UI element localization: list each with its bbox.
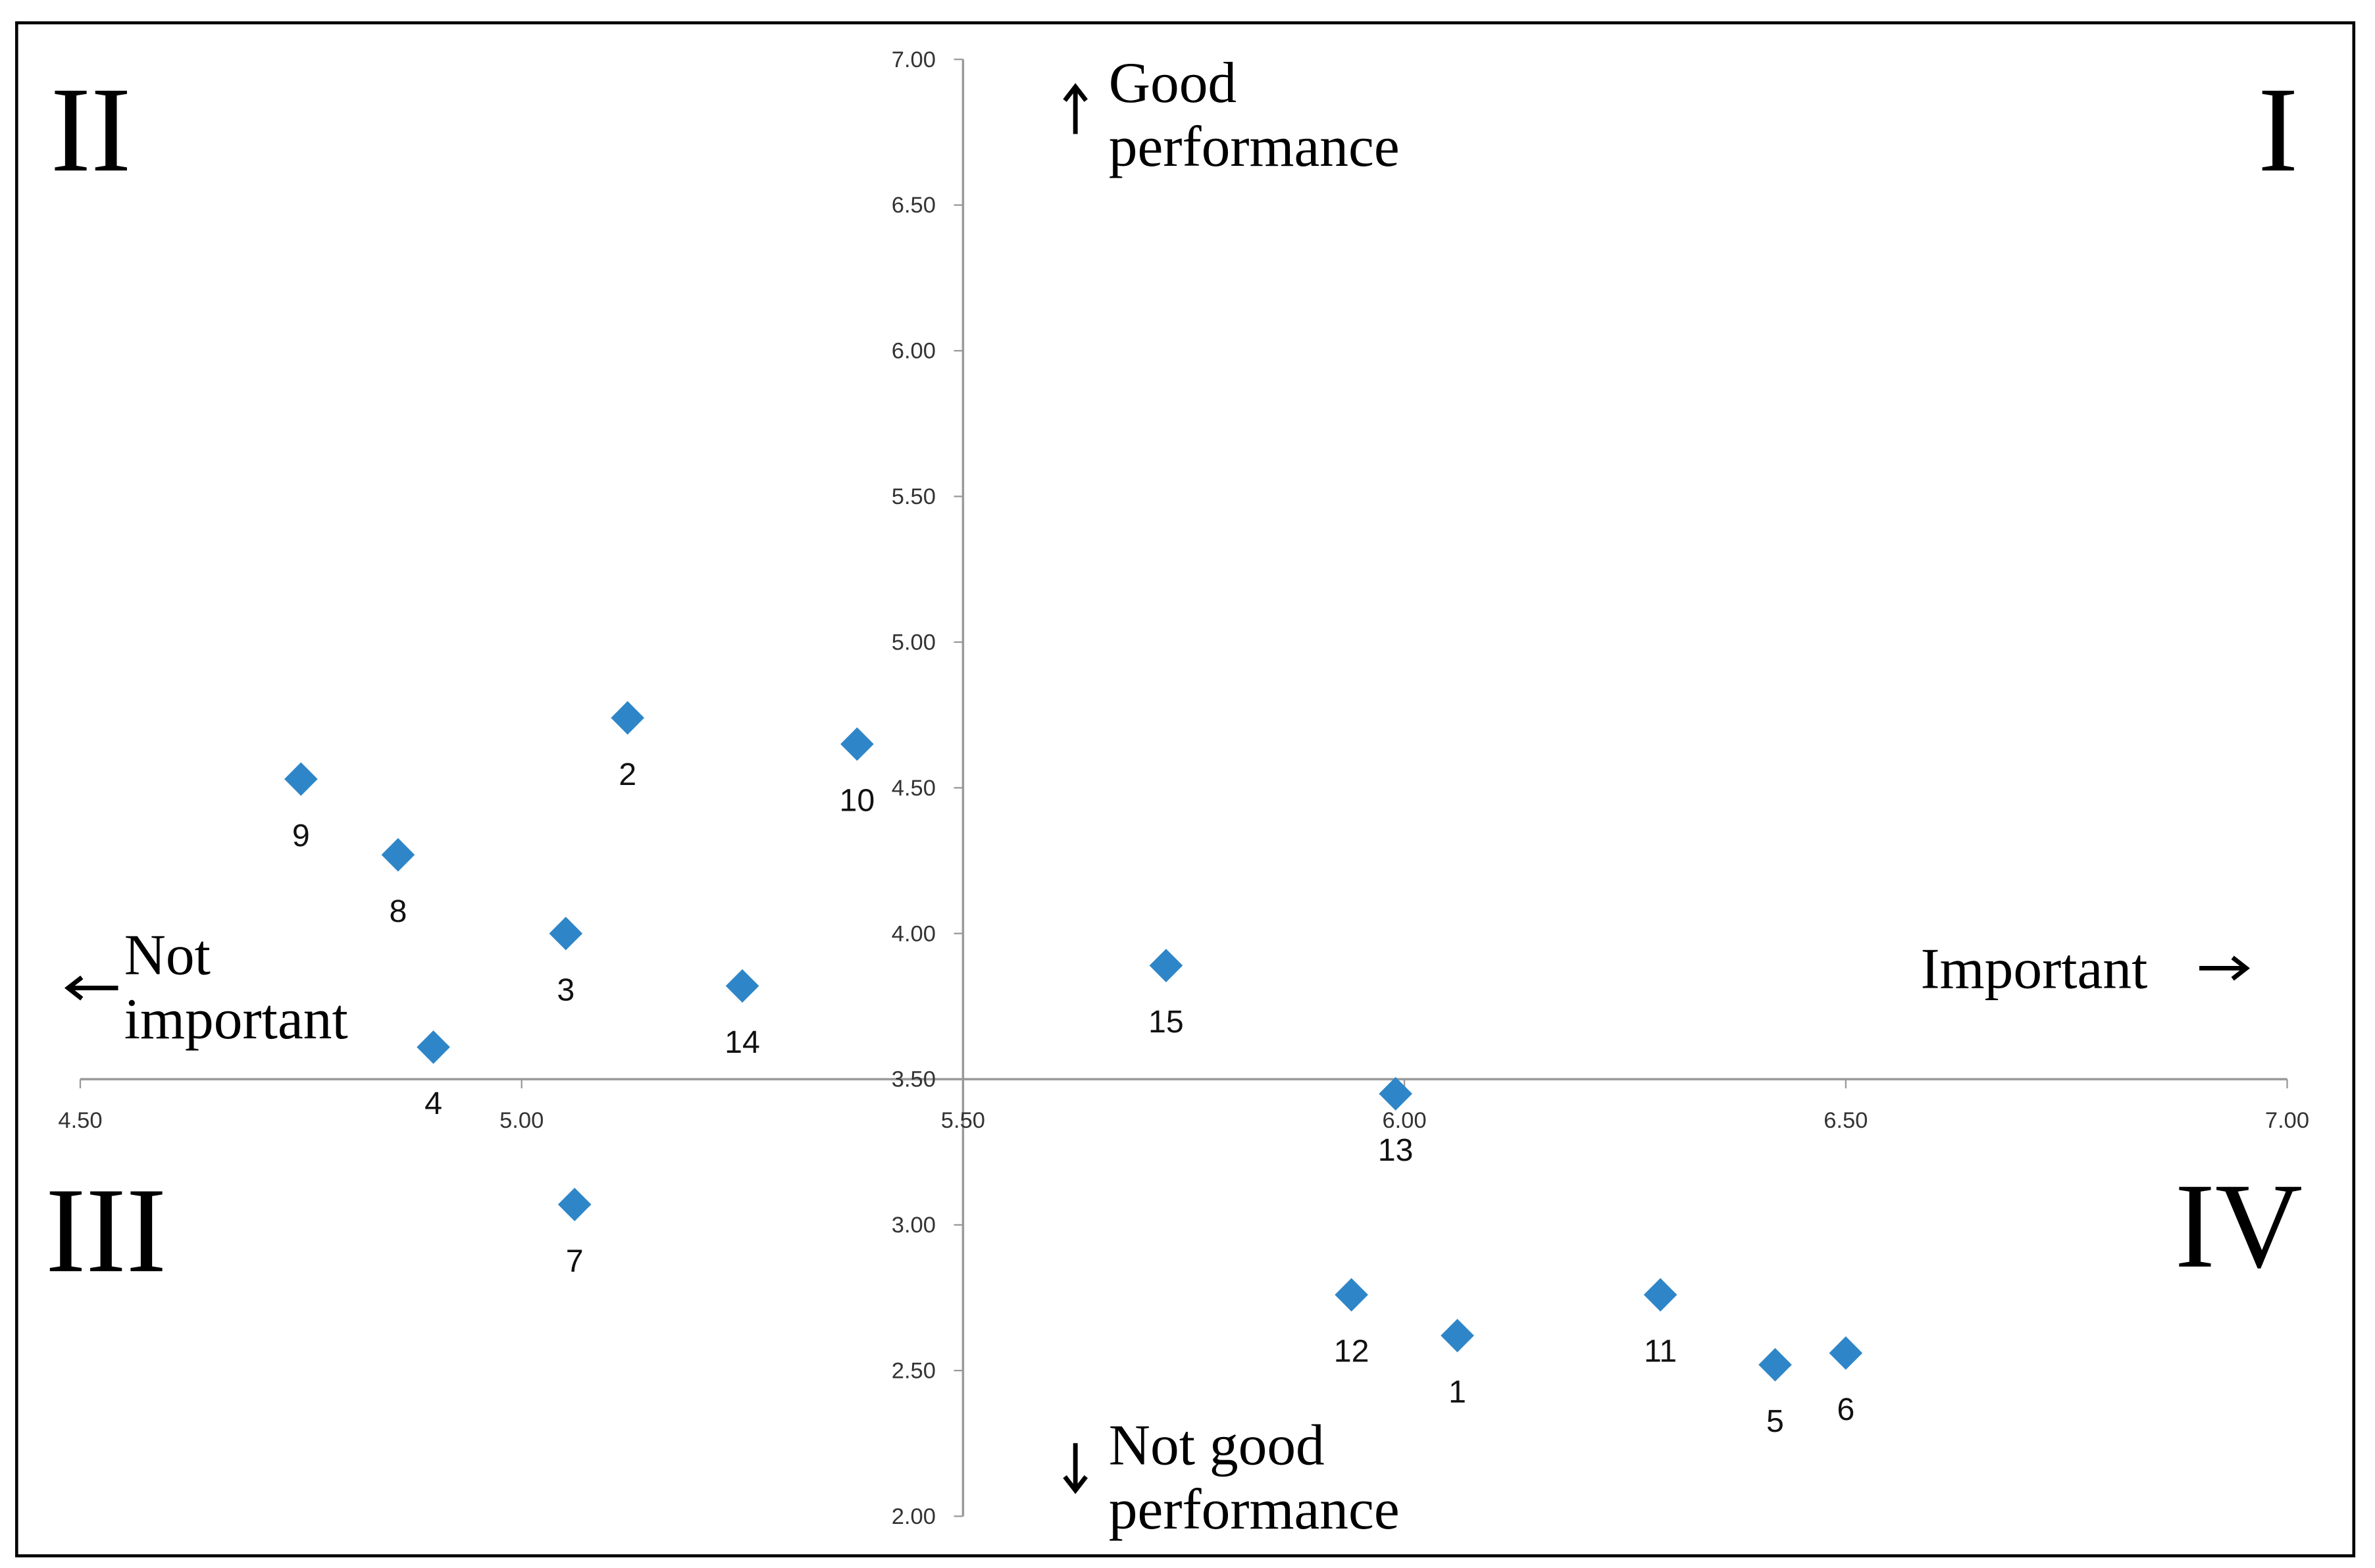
- point-label: 11: [1644, 1333, 1677, 1369]
- y-tick-label: 2.50: [892, 1358, 936, 1383]
- x-tick-label: 6.50: [1824, 1108, 1868, 1133]
- point: [1379, 1076, 1413, 1111]
- y-tick-label: 7.00: [892, 47, 936, 72]
- y-tick-label: 5.50: [892, 484, 936, 509]
- point-label: 6: [1837, 1392, 1854, 1427]
- x-tick-label: 6.00: [1382, 1108, 1426, 1133]
- x-tick-label: 4.50: [58, 1108, 102, 1133]
- point: [549, 917, 583, 951]
- point-label: 2: [619, 757, 636, 792]
- point-label: 3: [557, 972, 575, 1007]
- arrows: [64, 83, 2250, 1494]
- point-label: 15: [1148, 1004, 1184, 1040]
- point: [1441, 1319, 1474, 1353]
- y-tick-label: 4.00: [892, 921, 936, 946]
- y-tick-label: 3.50: [892, 1067, 936, 1092]
- quadrant-label: III: [45, 1162, 166, 1298]
- annotation: Good: [1109, 51, 1237, 114]
- quadrant-label: IV: [2175, 1157, 2303, 1293]
- x-tick-label: 7.00: [2265, 1108, 2309, 1133]
- point-label: 4: [424, 1086, 442, 1121]
- point: [284, 762, 318, 796]
- point: [417, 1030, 450, 1064]
- point-label: 14: [725, 1024, 760, 1060]
- annotation: performance: [1109, 1477, 1400, 1541]
- x-tick-label: 5.50: [941, 1108, 985, 1133]
- annotation: performance: [1109, 114, 1400, 178]
- point-label: 1: [1448, 1374, 1466, 1409]
- point: [725, 969, 759, 1003]
- annotation: important: [124, 987, 348, 1051]
- point-label: 10: [840, 783, 875, 819]
- y-tick-label: 6.00: [892, 339, 936, 364]
- point-label: 12: [1334, 1333, 1369, 1369]
- y-tick-label: 4.50: [892, 776, 936, 801]
- quadrant-label: II: [51, 62, 132, 197]
- point-label: 9: [292, 818, 310, 853]
- quadrant-label: I: [2258, 62, 2298, 197]
- point-label: 8: [389, 894, 407, 929]
- point: [1829, 1336, 1863, 1370]
- point: [1335, 1278, 1368, 1312]
- point-label: 7: [566, 1243, 584, 1278]
- point: [1643, 1278, 1677, 1312]
- y-tick-label: 2.00: [892, 1504, 936, 1529]
- point-label: 5: [1766, 1404, 1784, 1439]
- point-label: 13: [1378, 1132, 1414, 1168]
- y-tick-label: 3.00: [892, 1213, 936, 1238]
- annotation: Not good: [1109, 1413, 1325, 1477]
- annotation: Not: [124, 923, 211, 986]
- annotation: Important: [1921, 936, 2148, 1000]
- y-tick-label: 5.00: [892, 630, 936, 655]
- x-tick-label: 5.00: [499, 1108, 544, 1133]
- y-tick-label: 6.50: [892, 193, 936, 218]
- point: [557, 1188, 592, 1221]
- frame: [15, 21, 2356, 1557]
